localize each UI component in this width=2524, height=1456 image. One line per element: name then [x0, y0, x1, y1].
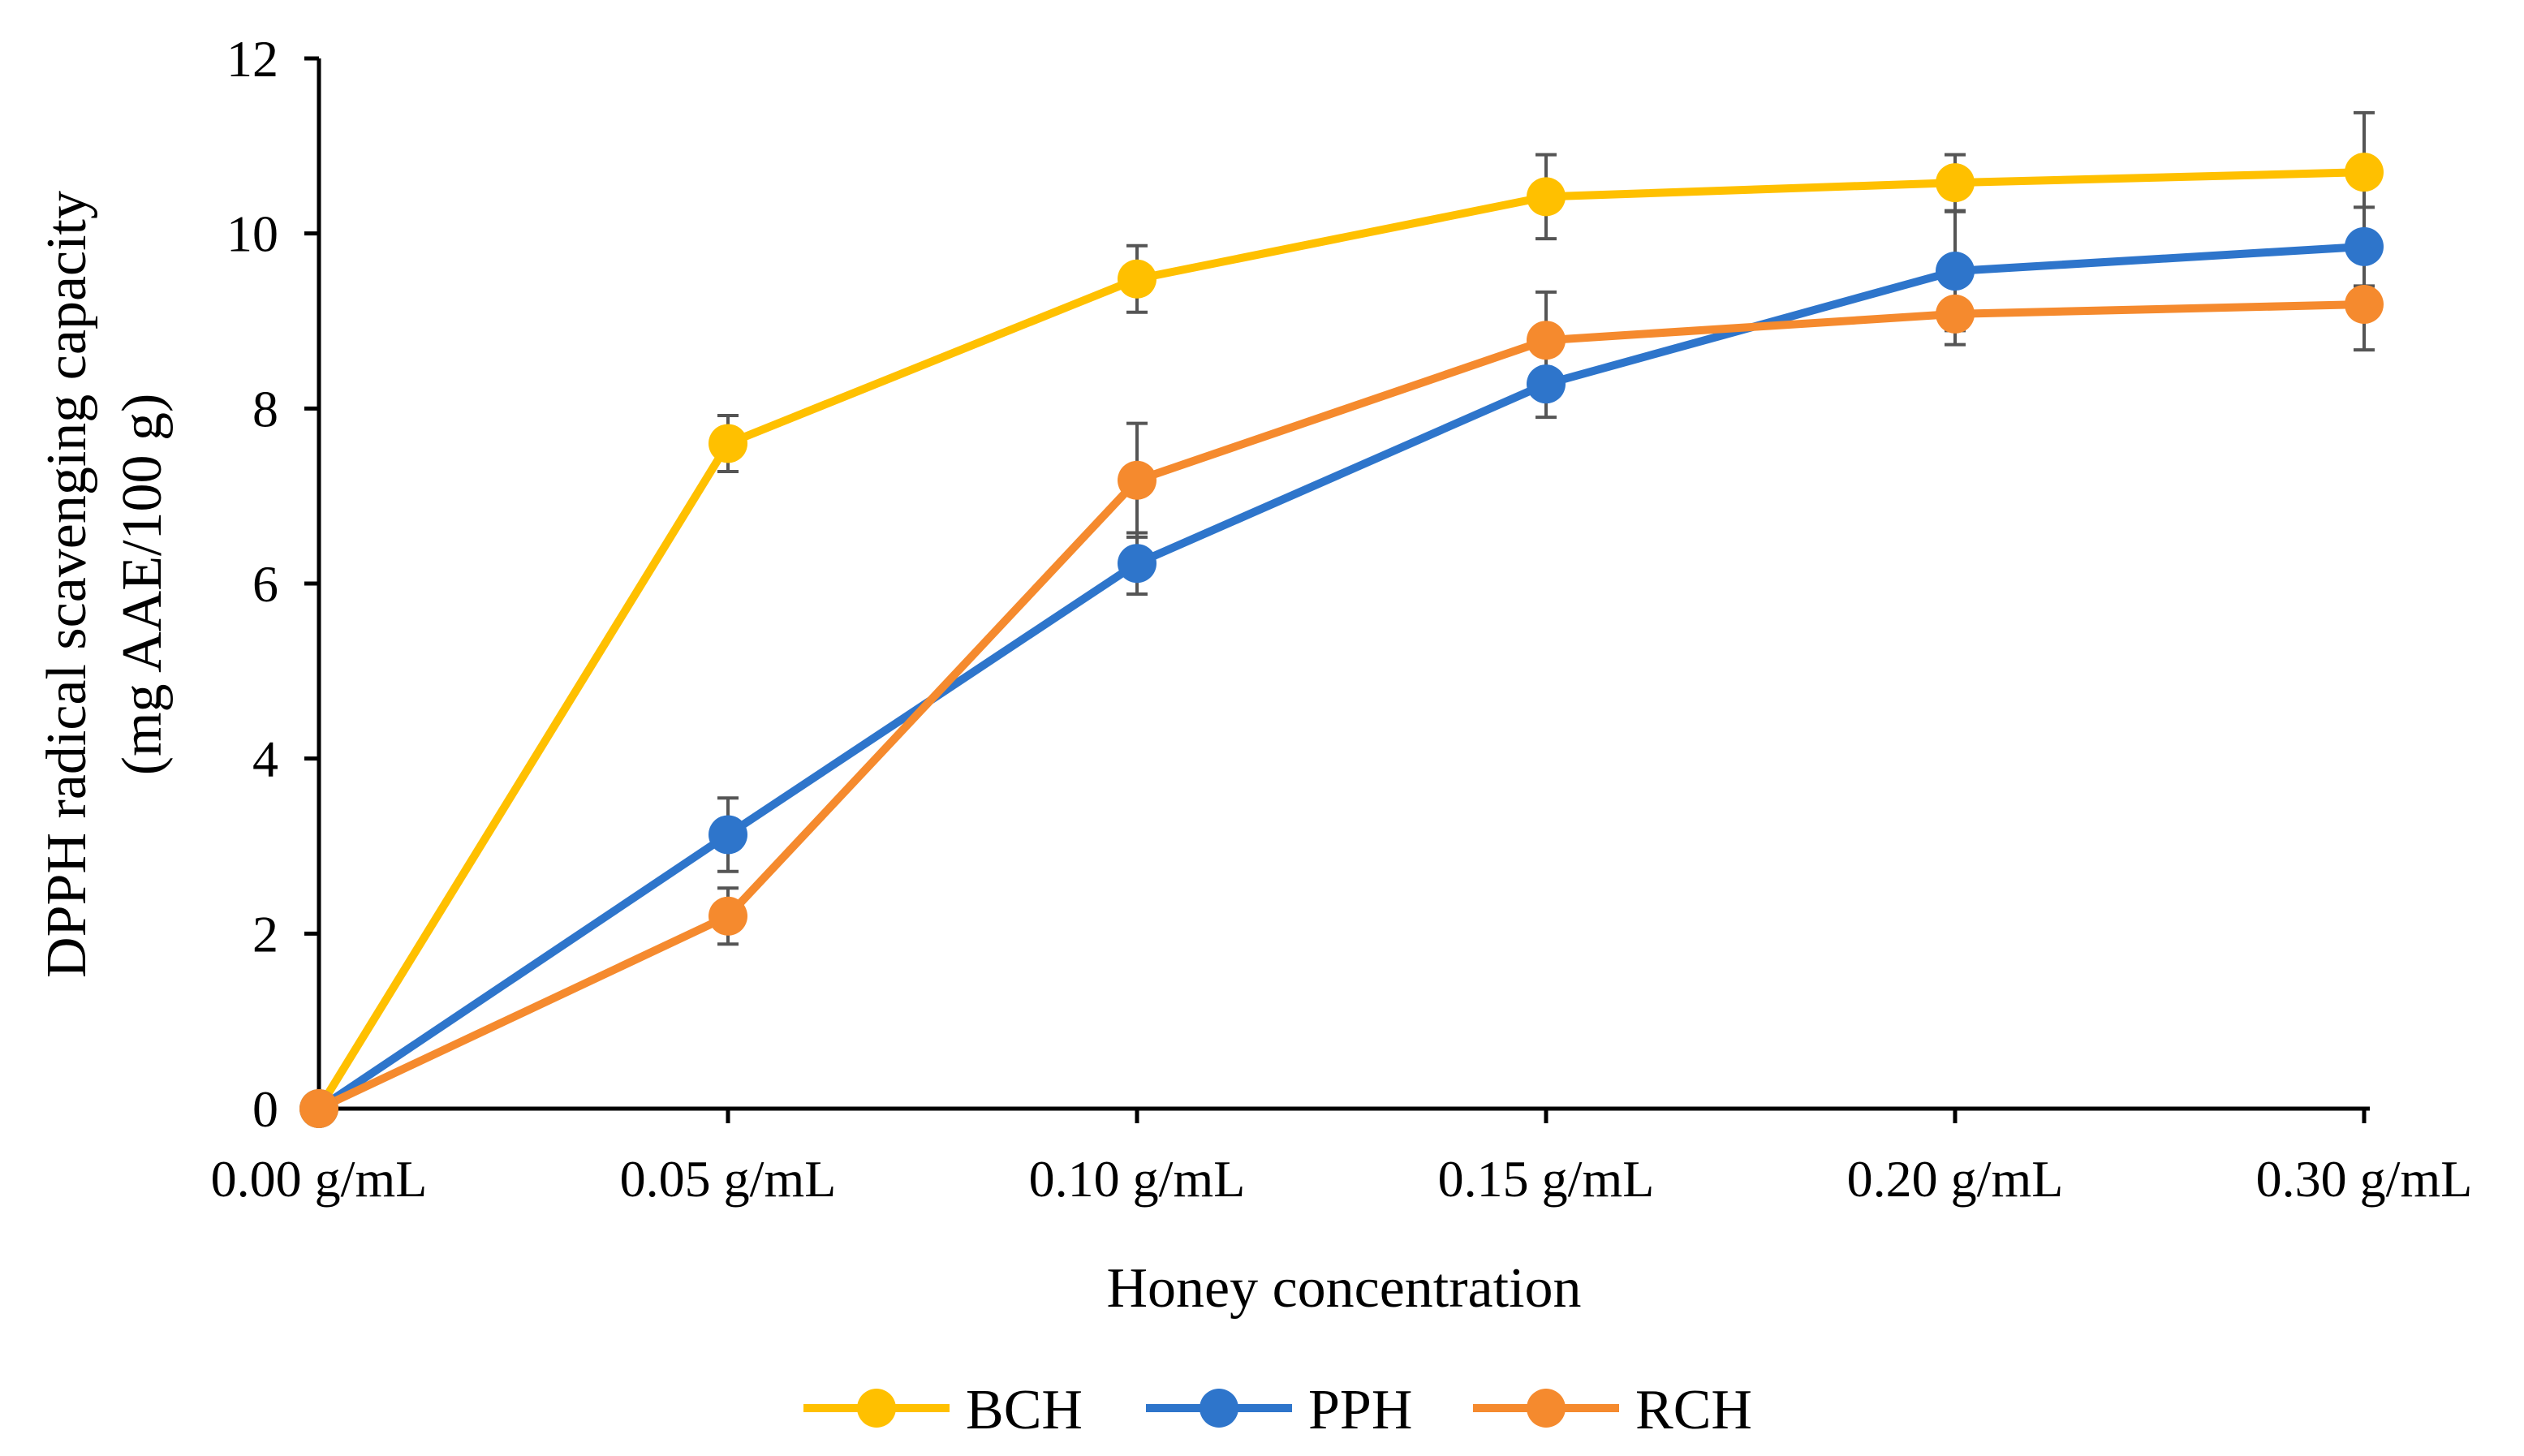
x-axis-title: Honey concentration — [1106, 1257, 1581, 1320]
x-tick-label: 0.15 g/mL — [1438, 1150, 1655, 1208]
y-tick-label: 4 — [252, 730, 278, 788]
y-tick-label: 10 — [226, 205, 278, 263]
series-markers — [299, 153, 2384, 1128]
legend-item-rch: RCH — [1473, 1379, 1752, 1441]
legend-label-pph: PPH — [1308, 1379, 1412, 1441]
y-axis-title-line2: (mg AAE/100 g) — [111, 394, 174, 776]
data-point-rch — [2345, 285, 2384, 325]
y-tick-label: 8 — [252, 380, 278, 437]
y-tick-label: 12 — [226, 30, 278, 88]
series-lines — [315, 168, 2368, 1113]
data-point-pph — [2345, 226, 2384, 266]
y-axis-title-line1: DPPH radical scavenging capacity — [36, 191, 98, 978]
legend-label-bch: BCH — [966, 1379, 1083, 1441]
data-point-bch — [709, 424, 747, 463]
legend-item-pph: PPH — [1146, 1379, 1412, 1441]
x-tick-label: 0.05 g/mL — [620, 1150, 837, 1208]
legend-label-rch: RCH — [1635, 1379, 1752, 1441]
data-point-rch — [709, 896, 747, 936]
y-tick-label: 6 — [252, 555, 278, 613]
data-point-rch — [1936, 294, 1975, 334]
series-line-pph — [315, 242, 2368, 1113]
legend: BCH PPH RCH — [803, 1379, 1752, 1441]
data-point-rch — [1118, 460, 1156, 500]
data-point-rch — [1527, 321, 1566, 360]
legend-marker-rch — [1527, 1389, 1566, 1428]
data-point-bch — [2345, 153, 2384, 192]
x-tick-label: 0.10 g/mL — [1029, 1150, 1246, 1208]
x-tick-label: 0.30 g/mL — [2256, 1150, 2473, 1208]
y-tick-label: 2 — [252, 905, 278, 963]
data-point-pph — [1527, 364, 1566, 404]
series-line-rch — [315, 300, 2368, 1113]
data-point-bch — [1118, 259, 1156, 299]
data-point-bch — [1527, 177, 1566, 217]
legend-item-bch: BCH — [803, 1379, 1083, 1441]
data-point-bch — [1936, 163, 1975, 203]
x-tick-label: 0.20 g/mL — [1847, 1150, 2064, 1208]
data-point-rch — [299, 1089, 338, 1128]
data-point-pph — [709, 815, 747, 855]
legend-marker-bch — [857, 1389, 896, 1428]
x-tick-label: 0.00 g/mL — [211, 1150, 428, 1208]
series-line-bch — [315, 168, 2368, 1113]
data-point-pph — [1936, 252, 1975, 291]
y-tick-label: 0 — [252, 1080, 278, 1138]
data-point-pph — [1118, 544, 1156, 584]
legend-marker-pph — [1200, 1389, 1238, 1428]
axes: 0 2 4 6 8 10 12 0.00 g/mL 0.05 g/mL 0.10 g/mL 0.15… — [211, 30, 2473, 1208]
